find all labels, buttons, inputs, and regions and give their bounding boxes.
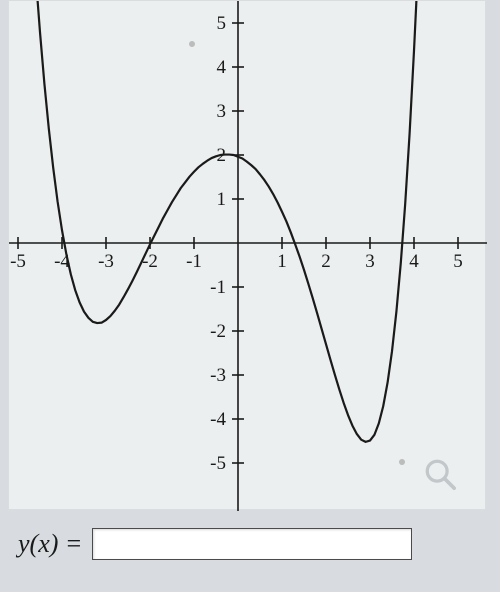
svg-text:1: 1 bbox=[277, 251, 287, 272]
speck bbox=[189, 41, 195, 47]
svg-text:5: 5 bbox=[217, 13, 227, 34]
svg-text:3: 3 bbox=[217, 101, 227, 122]
chart-panel: -5-4-3-2-112345-5-4-3-2-112345 bbox=[8, 0, 486, 510]
svg-text:-3: -3 bbox=[210, 365, 226, 386]
svg-text:-2: -2 bbox=[210, 321, 226, 342]
svg-text:-4: -4 bbox=[210, 409, 226, 430]
coordinate-chart: -5-4-3-2-112345-5-4-3-2-112345 bbox=[9, 1, 487, 511]
function-label: y(x) = bbox=[18, 529, 82, 559]
svg-text:-1: -1 bbox=[186, 251, 202, 272]
svg-text:-3: -3 bbox=[98, 251, 114, 272]
svg-text:-5: -5 bbox=[10, 251, 26, 272]
svg-text:1: 1 bbox=[217, 189, 227, 210]
function-input[interactable] bbox=[92, 528, 412, 560]
svg-text:4: 4 bbox=[409, 251, 419, 272]
function-input-row: y(x) = bbox=[18, 528, 412, 560]
zoom-icon[interactable] bbox=[423, 457, 457, 491]
svg-text:3: 3 bbox=[365, 251, 375, 272]
svg-text:5: 5 bbox=[453, 251, 463, 272]
speck bbox=[399, 459, 405, 465]
svg-text:4: 4 bbox=[217, 57, 227, 78]
svg-text:2: 2 bbox=[321, 251, 331, 272]
svg-text:-1: -1 bbox=[210, 277, 226, 298]
svg-text:-5: -5 bbox=[210, 453, 226, 474]
